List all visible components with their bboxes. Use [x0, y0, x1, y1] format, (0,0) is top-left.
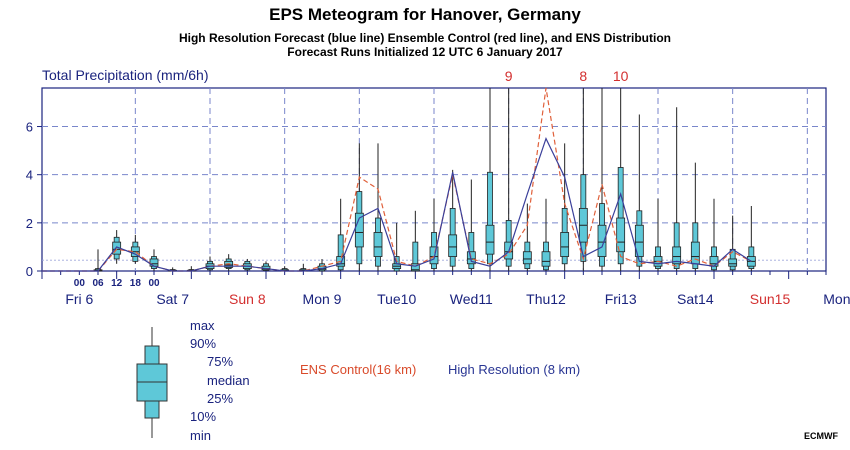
x-day-label: Sun15	[750, 291, 791, 307]
box-inner	[448, 234, 458, 257]
box-inner	[485, 224, 495, 255]
legend-control-label: ENS Control(16 km)	[300, 362, 417, 377]
legend-label-p75: 75%	[207, 354, 234, 369]
x-hour-label: 06	[92, 278, 104, 289]
legend-label-min: min	[190, 428, 211, 443]
credit-ecmwf: ECMWF	[804, 431, 838, 441]
x-day-label: Mon 9	[303, 291, 342, 307]
x-day-label: Sat 7	[156, 291, 189, 307]
legend-label-median: median	[207, 373, 250, 388]
box-inner	[597, 224, 607, 257]
legend-hres-label: High Resolution (8 km)	[448, 362, 581, 377]
box-inner	[354, 212, 364, 248]
x-day-label: Thu12	[526, 291, 566, 307]
y-axis-label: Total Precipitation (mm/6h)	[42, 67, 209, 83]
box-inner	[541, 251, 551, 267]
x-day-label: Fri13	[605, 291, 637, 307]
legend-label-p10: 10%	[190, 409, 217, 424]
box-outer	[673, 222, 680, 269]
box-outer	[337, 234, 344, 271]
box-inner	[616, 217, 626, 253]
box-inner	[728, 258, 738, 267]
x-day-label: Sun 8	[229, 291, 266, 307]
x-day-label: Sat14	[677, 291, 714, 307]
x-day-label: Wed11	[450, 291, 493, 307]
y-tick-label: 4	[26, 168, 33, 183]
x-day-label: Mon16	[823, 291, 850, 307]
chart-subtitle-2: Forecast Runs Initialized 12 UTC 6 Janua…	[287, 45, 563, 59]
box-outer	[617, 167, 624, 265]
box-inner	[373, 232, 383, 257]
box-inner	[149, 258, 159, 267]
legend-label-p90: 90%	[190, 336, 217, 351]
legend-label-max: max	[190, 318, 215, 333]
x-hour-label: 18	[130, 278, 142, 289]
y-tick-label: 0	[26, 264, 33, 279]
box-inner	[410, 263, 420, 272]
hres-line	[42, 136, 752, 272]
x-hour-label: 12	[111, 278, 123, 289]
box-inner	[522, 251, 532, 265]
box-inner	[560, 232, 570, 257]
x-hour-label: 00	[148, 278, 160, 289]
y-tick-label: 6	[26, 120, 33, 135]
offscale-annotation: 9	[505, 68, 513, 84]
y-tick-label: 2	[26, 216, 33, 231]
x-day-label: Tue10	[377, 291, 416, 307]
x-day-label: Fri 6	[65, 291, 93, 307]
legend-label-p25: 25%	[207, 391, 234, 406]
chart-title: EPS Meteogram for Hanover, Germany	[269, 5, 581, 24]
box-inner	[672, 246, 682, 265]
offscale-annotation: 10	[613, 68, 629, 84]
chart-subtitle-1: High Resolution Forecast (blue line) Ens…	[178, 31, 672, 45]
offscale-annotation: 8	[579, 68, 587, 84]
box-inner	[466, 251, 476, 265]
box-inner	[634, 224, 644, 257]
box-inner	[429, 246, 439, 265]
x-hour-label: 00	[74, 278, 86, 289]
